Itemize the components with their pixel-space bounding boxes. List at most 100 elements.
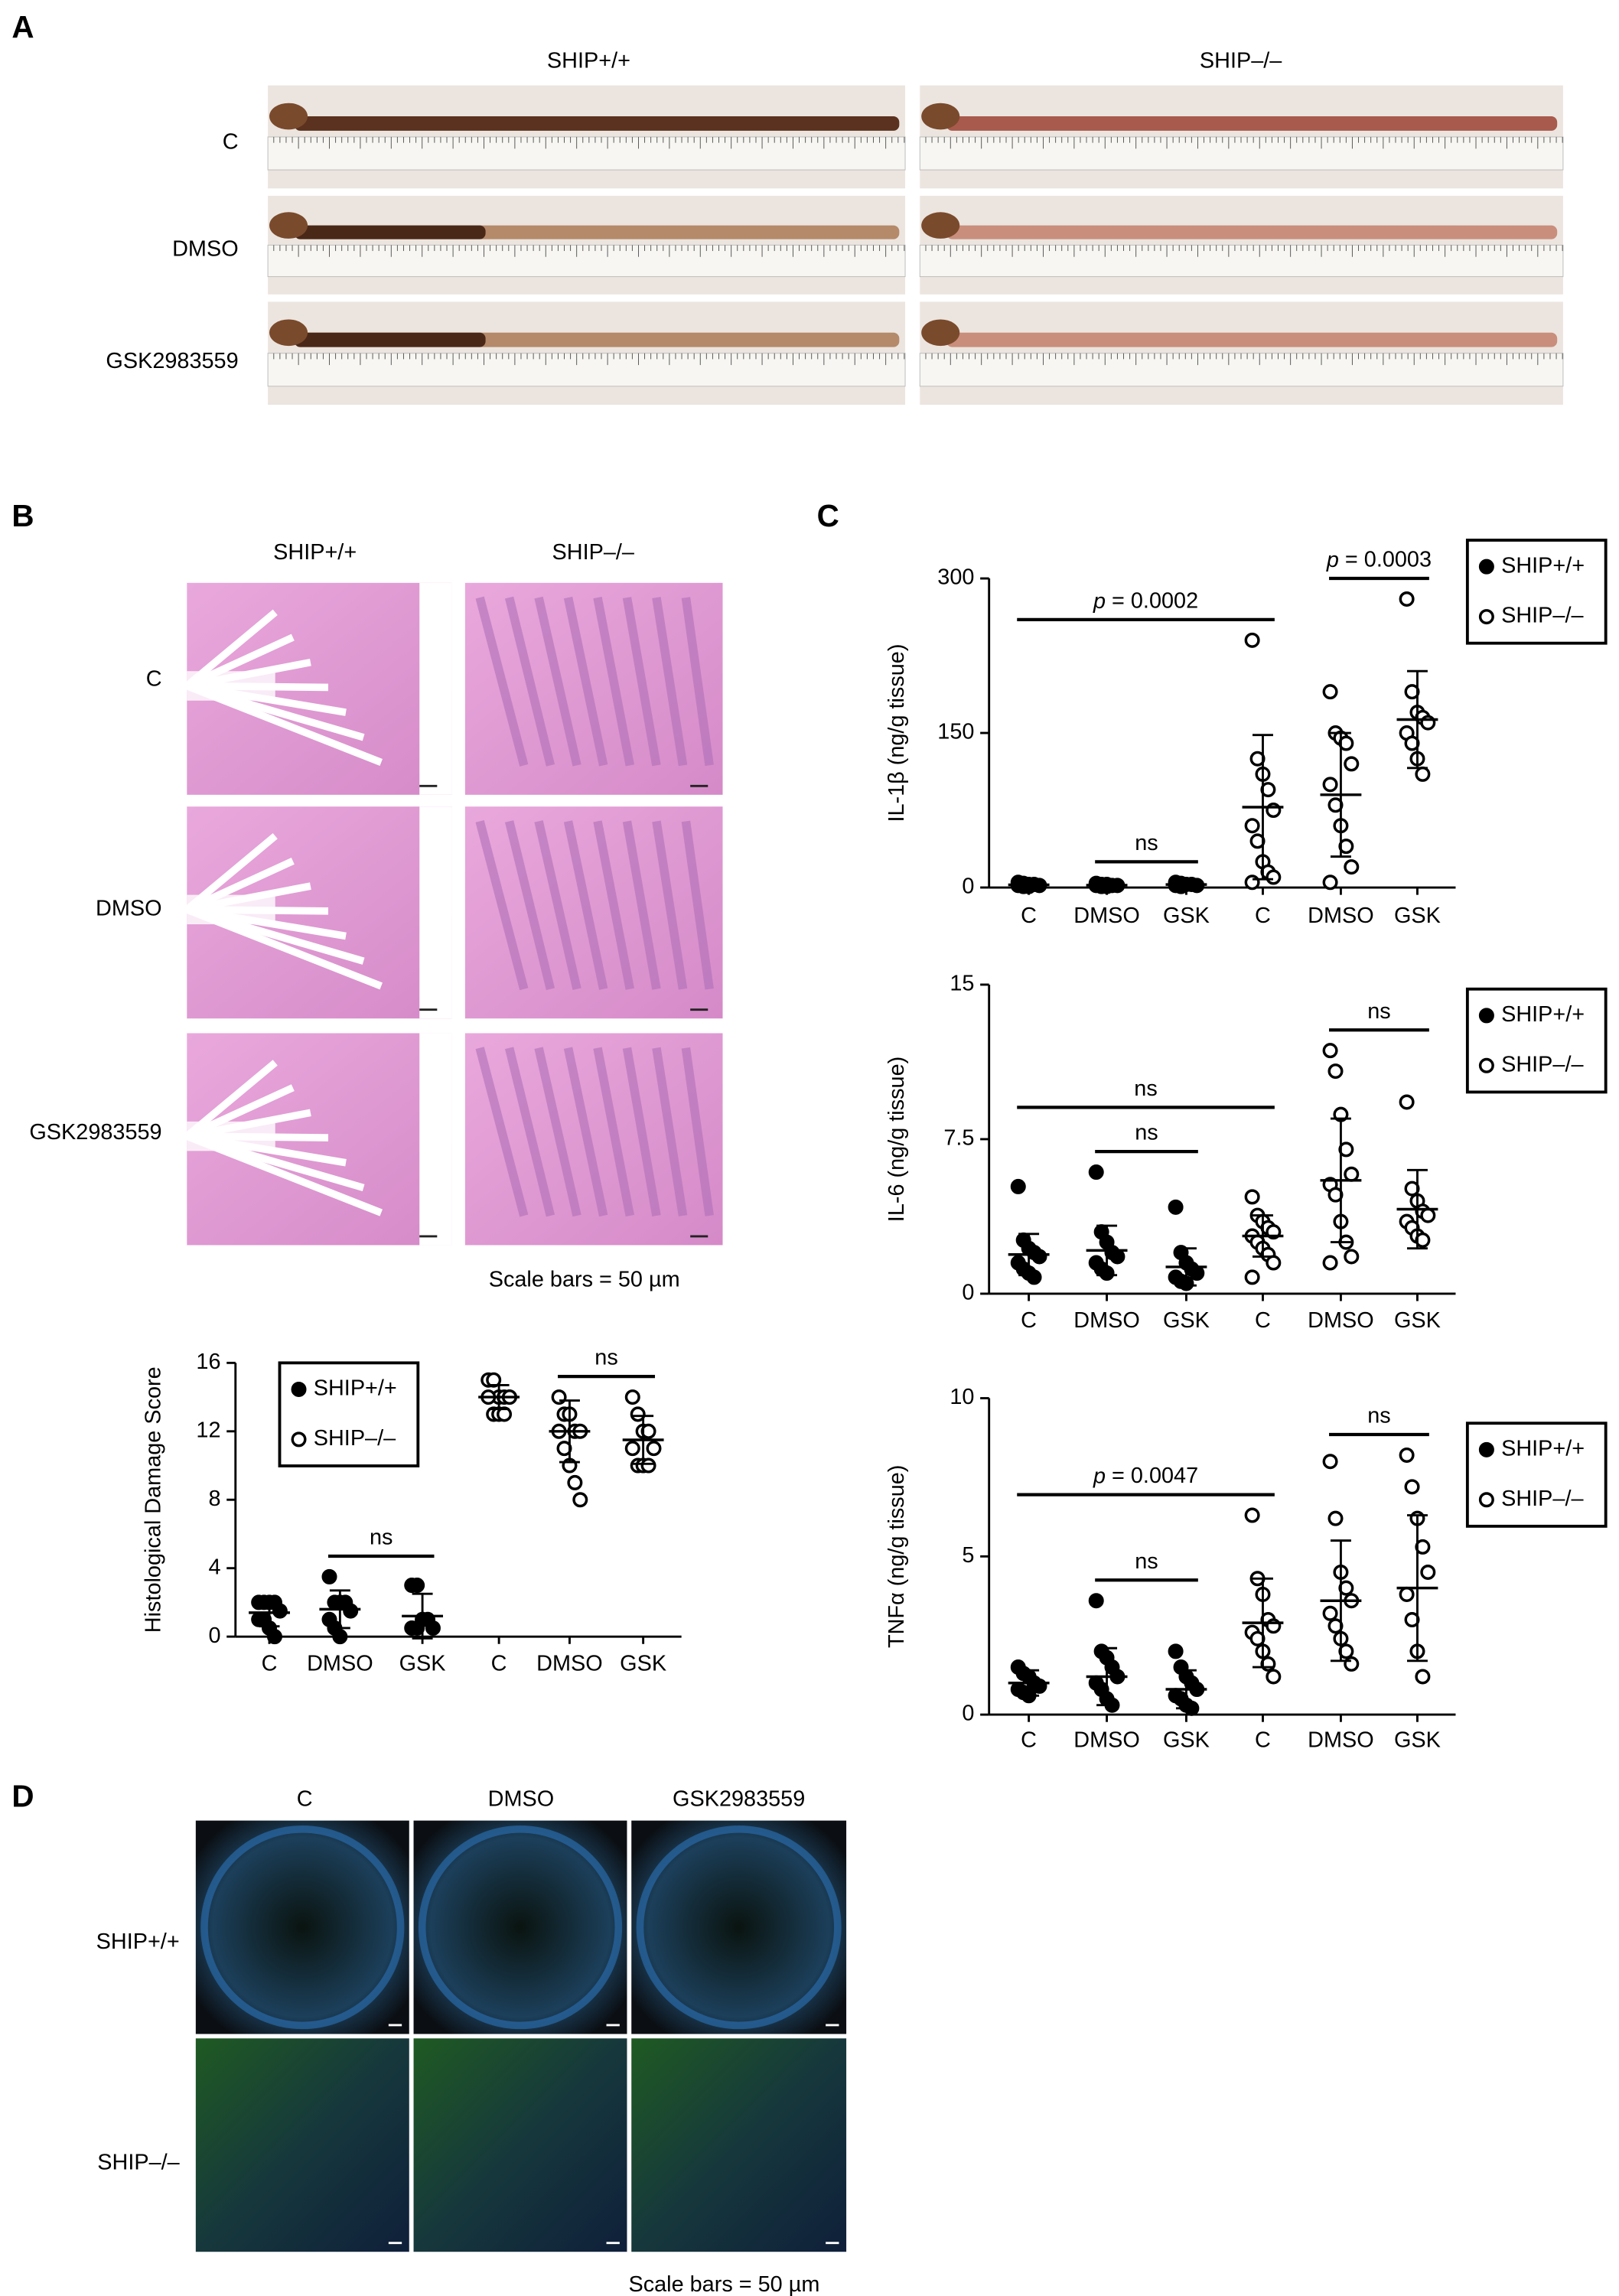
mucosa xyxy=(187,1121,275,1151)
data-point xyxy=(343,1603,359,1619)
column-label: GSK2983559 xyxy=(673,1786,805,1811)
villus xyxy=(475,1047,529,1217)
comparison-label: p = 0.0047 xyxy=(1093,1464,1198,1488)
comparison-label: ns xyxy=(370,1525,393,1549)
column-label: SHIP+/+ xyxy=(273,540,357,565)
intestine-end xyxy=(269,319,308,347)
legend-marker xyxy=(1478,609,1494,625)
column-label: SHIP+/+ xyxy=(547,48,630,73)
villus xyxy=(534,1047,581,1217)
data-point xyxy=(1244,1507,1260,1523)
legend-label: SHIP–/– xyxy=(1501,604,1584,628)
x-tick-label: C xyxy=(1021,1308,1037,1333)
villus xyxy=(475,596,529,767)
data-point xyxy=(1327,1510,1344,1526)
data-point xyxy=(1420,1207,1436,1223)
villus xyxy=(622,820,661,990)
villus xyxy=(504,596,555,767)
histology-bg xyxy=(419,806,452,1019)
x-tick-label: C xyxy=(1255,904,1271,928)
x-tick-label: GSK xyxy=(1163,904,1210,928)
row-label: SHIP+/+ xyxy=(96,1930,180,1954)
data-point xyxy=(1399,1586,1415,1602)
data-point xyxy=(1168,1199,1184,1215)
data-point xyxy=(1031,1249,1047,1265)
data-point xyxy=(332,1629,348,1645)
villus xyxy=(652,597,688,767)
data-point xyxy=(646,1441,662,1457)
data-point xyxy=(1266,869,1282,885)
legend-label: SHIP+/+ xyxy=(1501,1436,1585,1461)
row-label: GSK2983559 xyxy=(106,349,238,373)
ruler xyxy=(267,136,906,171)
y-tick-label: 0 xyxy=(962,1702,974,1726)
data-point xyxy=(1322,777,1338,793)
column-label: SHIP–/– xyxy=(1200,48,1282,73)
y-tick-label: 0 xyxy=(962,874,974,899)
ruler xyxy=(267,244,906,278)
villus xyxy=(593,1047,634,1217)
legend-marker xyxy=(1478,1057,1494,1073)
x-tick-label: GSK xyxy=(1163,1308,1210,1333)
fluorescence-image xyxy=(195,1820,409,2034)
legend-box xyxy=(278,1361,420,1467)
villus xyxy=(652,1047,688,1216)
intestine xyxy=(294,116,900,131)
data-point xyxy=(266,1629,282,1645)
data-point xyxy=(1244,632,1260,648)
intestine xyxy=(946,225,1558,239)
comparison-label: ns xyxy=(1135,831,1158,855)
scale-note: Scale bars = 50 µm xyxy=(489,1267,680,1291)
panel-label: C xyxy=(817,498,839,533)
x-tick-label: C xyxy=(262,1651,278,1676)
x-tick-label: DMSO xyxy=(1308,904,1374,928)
ruler xyxy=(919,136,1564,171)
data-point xyxy=(425,1620,441,1636)
y-tick-label: 0 xyxy=(962,1281,974,1305)
panel-label: A xyxy=(11,9,34,44)
x-tick-label: GSK xyxy=(1394,1728,1441,1752)
y-tick-label: 150 xyxy=(937,720,974,744)
villus xyxy=(504,1047,555,1217)
data-point xyxy=(1399,1094,1415,1110)
villus xyxy=(681,597,714,767)
mucosa xyxy=(187,671,275,701)
x-tick-label: DMSO xyxy=(307,1651,373,1676)
intestine xyxy=(946,116,1558,131)
y-axis-label: IL-6 (ng/g tissue) xyxy=(884,1057,909,1222)
data-point xyxy=(409,1578,425,1594)
comparison-label: ns xyxy=(1367,999,1390,1024)
data-point xyxy=(1404,1479,1420,1495)
ruler xyxy=(919,353,1564,387)
row-label: C xyxy=(223,129,239,154)
y-axis-label: IL-1β (ng/g tissue) xyxy=(884,644,909,822)
x-tick-label: GSK xyxy=(1163,1728,1210,1752)
column-label: SHIP–/– xyxy=(552,540,635,565)
y-tick-label: 16 xyxy=(196,1350,220,1374)
tissue-ring xyxy=(200,1825,405,2030)
villus xyxy=(622,597,661,767)
data-point xyxy=(640,1457,656,1474)
x-tick-label: DMSO xyxy=(1308,1308,1374,1333)
villus xyxy=(593,820,634,990)
data-point xyxy=(1322,874,1338,891)
comparison-label: p = 0.0003 xyxy=(1326,548,1432,572)
comparison-label: ns xyxy=(1134,1076,1157,1101)
data-point xyxy=(1322,1605,1338,1621)
legend-label: SHIP–/– xyxy=(1501,1052,1584,1076)
intestine-end xyxy=(269,103,308,130)
tissue-ring xyxy=(418,1825,623,2030)
data-point xyxy=(1420,715,1436,731)
histology-bg xyxy=(419,582,452,795)
intestine-end xyxy=(921,319,960,347)
villus xyxy=(563,1047,608,1217)
fluorescence-image xyxy=(631,2038,847,2252)
data-point xyxy=(1420,1564,1436,1580)
data-point xyxy=(1244,1189,1260,1205)
data-point xyxy=(1266,1255,1282,1271)
row-label: SHIP–/– xyxy=(97,2150,180,2174)
legend-marker xyxy=(291,1431,307,1448)
x-tick-label: C xyxy=(1255,1728,1271,1752)
